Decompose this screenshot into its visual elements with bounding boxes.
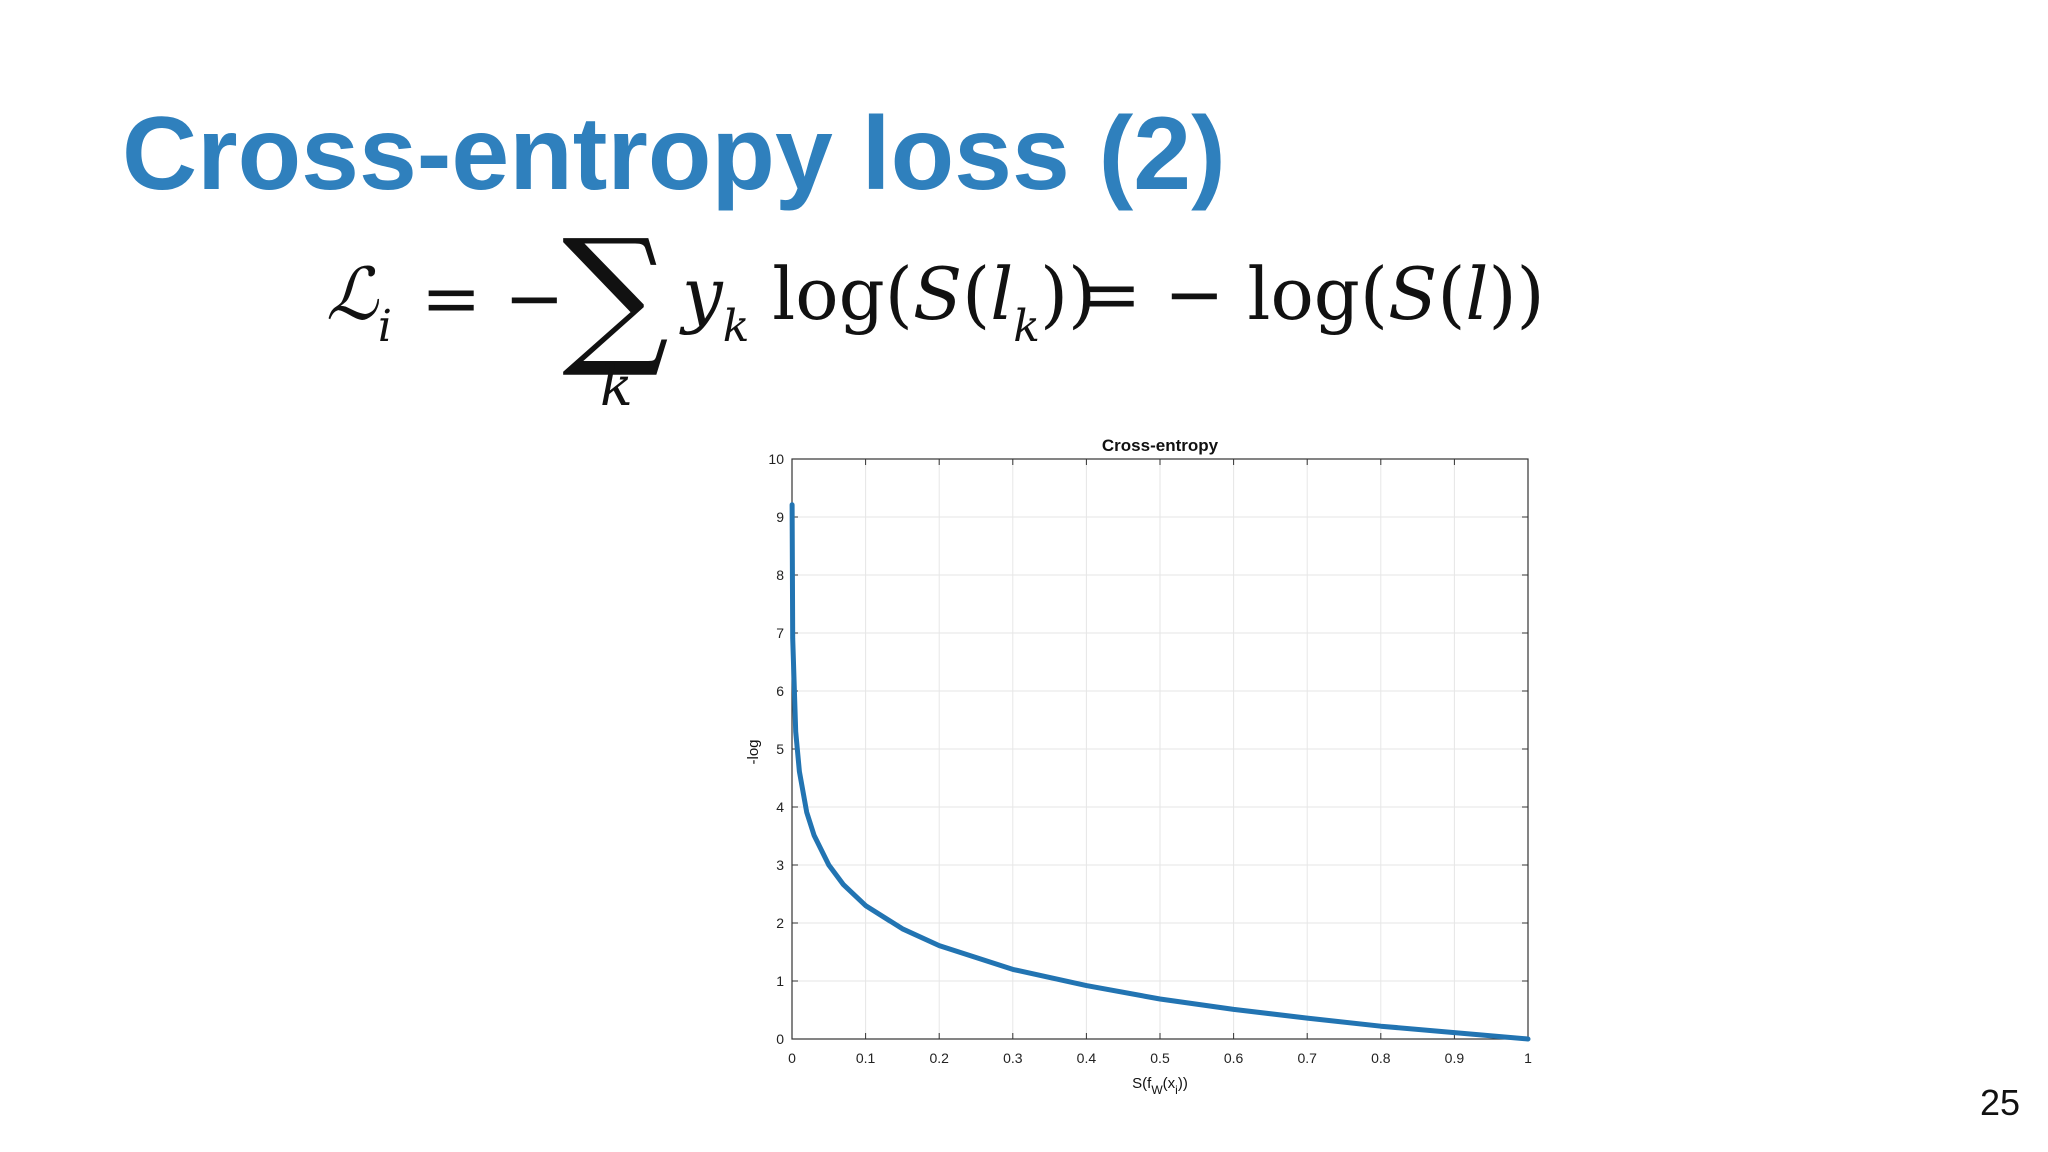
y-tick-label: 3 (776, 857, 784, 873)
y-tick-label: 4 (776, 799, 784, 815)
series-line (789, 502, 1531, 1042)
chart-svg: 0 0.1 0.2 0.3 0.4 0.5 0.6 0.7 0.8 0.9 101234567891… (745, 436, 1532, 1097)
x-tick-label: 0.4 (1077, 1050, 1097, 1066)
x-tick-label: 0.2 (929, 1050, 949, 1066)
page-number: 25 (1979, 1082, 2020, 1123)
sum-index: k (600, 355, 633, 418)
sum-symbol: ∑ (562, 208, 670, 382)
x-tick-label: 0.7 (1297, 1050, 1317, 1066)
x-tick-label: 0.5 (1150, 1050, 1170, 1066)
cross-entropy-chart: 0 0.1 0.2 0.3 0.4 0.5 0.6 0.7 0.8 0.9 1 0 1 2 3 4 5 6 7 8 9 1… (730, 425, 1550, 1105)
x-tick-label: 0.3 (1003, 1050, 1023, 1066)
plot-area: 0 0.1 0.2 0.3 0.4 0.5 0.6 0.7 0.8 0.9 101234567891… (768, 451, 1532, 1066)
y-tick-label: 7 (776, 625, 784, 641)
y-tick-label: 2 (776, 915, 784, 931)
loss-symbol: ℒi (326, 252, 392, 352)
x-tick-label: 0.9 (1445, 1050, 1465, 1066)
x-axis-label: S(fW(xi)) (1132, 1075, 1188, 1097)
x-tick-label: 0.8 (1371, 1050, 1391, 1066)
y-axis-label: -log (745, 739, 762, 764)
y-tick-label: 5 (776, 741, 784, 757)
rhs-term: = − log(S(l)) (1081, 252, 1545, 336)
equals-minus-1: = − (421, 256, 565, 340)
y-tick-label: 10 (768, 451, 784, 467)
y-tick-label: 0 (776, 1031, 784, 1047)
y-tick-label: 8 (776, 567, 784, 583)
y-tick-label: 9 (776, 509, 784, 525)
x-tick-label: 0.1 (856, 1050, 876, 1066)
sum-term: yk log(S(lk)) (682, 252, 1097, 352)
cross-entropy-equation: ℒi = − ∑ k yk log(S(lk)) = − log(S(l)) (326, 220, 1545, 420)
chart-title: Cross-entropy (1102, 436, 1219, 455)
y-tick-label: 1 (776, 973, 784, 989)
y-tick-label: 6 (776, 683, 784, 699)
x-tick-label: 0.6 (1224, 1050, 1244, 1066)
slide-title: Cross-entropy loss (2) (122, 96, 1226, 212)
x-tick-label: 0 (788, 1050, 796, 1066)
x-tick-label: 1 (1524, 1050, 1532, 1066)
